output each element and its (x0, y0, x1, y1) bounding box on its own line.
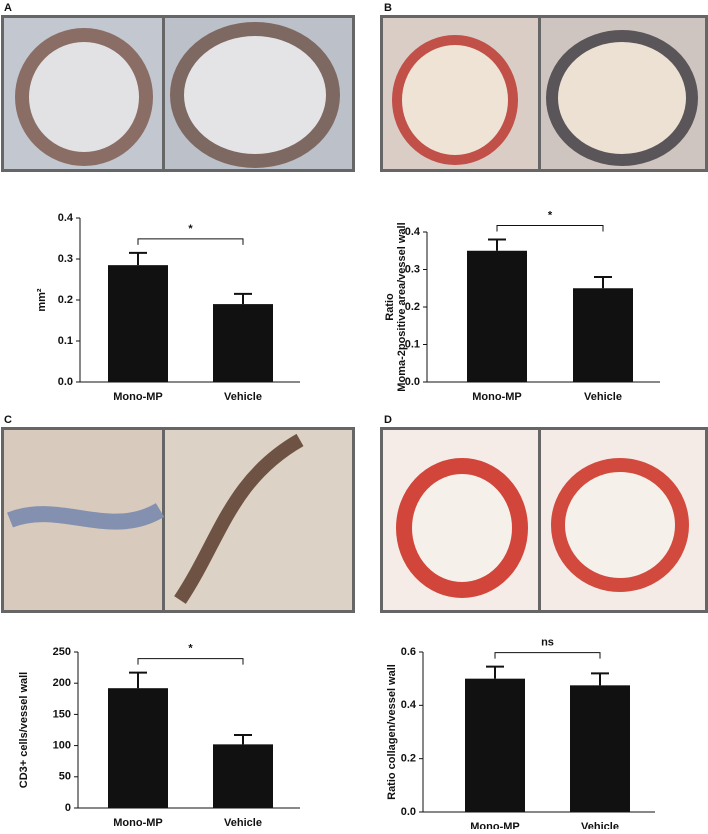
bar (213, 304, 273, 382)
y-tick-label: 0.0 (405, 376, 420, 388)
x-tick-label: Mono-MP (113, 817, 162, 829)
y-tick-label: 100 (53, 740, 71, 752)
panel-label: B (384, 2, 392, 14)
error-bar (486, 665, 504, 679)
y-tick-label: 0.0 (58, 376, 73, 388)
y-tick-label: 200 (53, 677, 71, 689)
y-tick-label: 0.3 (405, 263, 420, 275)
bar (465, 678, 525, 812)
error-bar (129, 671, 147, 689)
x-tick-label: Mono-MP (470, 821, 519, 829)
y-tick-label: 0.2 (401, 753, 416, 765)
y-tick-label: 0.4 (58, 212, 74, 224)
significance-bracket (137, 238, 244, 245)
vessel (546, 30, 698, 166)
vessel (170, 22, 340, 168)
annotation: * (548, 209, 553, 221)
significance-bracket (137, 658, 244, 665)
y-axis-label: Moma-2positive area/vessel wall (396, 222, 408, 391)
panel-label: A (4, 2, 12, 14)
y-axis-label: Ratio (384, 293, 396, 321)
y-tick-label: 0.4 (401, 699, 417, 711)
significance-bracket (496, 225, 604, 232)
y-axis-label: CD3+ cells/vessel wall (18, 672, 30, 789)
bar (467, 250, 527, 382)
y-tick-label: 150 (53, 708, 71, 720)
error-bar (129, 251, 147, 266)
y-tick-label: 0.3 (58, 253, 73, 265)
bar (573, 288, 633, 382)
vessel (15, 28, 153, 166)
error-bar (234, 733, 252, 745)
x-tick-label: Vehicle (581, 821, 619, 829)
bar (213, 744, 273, 808)
y-tick-label: 0.0 (401, 806, 416, 818)
bar (108, 688, 168, 808)
y-tick-label: 0.2 (58, 294, 73, 306)
y-tick-label: 0.1 (405, 338, 420, 350)
vessel (396, 458, 528, 598)
y-axis-label: mm² (36, 288, 48, 312)
vessel (392, 35, 518, 165)
x-tick-label: Mono-MP (113, 391, 162, 403)
y-tick-label: 0.1 (58, 335, 73, 347)
x-tick-label: Vehicle (584, 391, 622, 403)
error-bar (591, 672, 609, 686)
bar (570, 685, 630, 812)
tissue (174, 433, 304, 604)
x-tick-label: Mono-MP (472, 391, 521, 403)
y-tick-label: 0 (65, 802, 71, 814)
bar (108, 265, 168, 382)
error-bar (488, 238, 506, 251)
y-axis-label: Ratio collagen/vessel wall (386, 664, 398, 800)
x-tick-label: Vehicle (224, 391, 262, 403)
x-tick-label: Vehicle (224, 817, 262, 829)
y-tick-label: 50 (59, 771, 71, 783)
error-bar (594, 276, 612, 289)
panel-label: D (384, 414, 392, 426)
error-bar (234, 292, 252, 305)
annotation: ns (541, 637, 554, 649)
panel-label: C (4, 414, 12, 426)
significance-bracket (494, 652, 601, 659)
histology-images (1, 15, 708, 613)
y-tick-label: 0.4 (405, 226, 421, 238)
tissue (7, 502, 165, 530)
vessel (551, 458, 689, 592)
y-tick-label: 0.2 (405, 301, 420, 313)
annotation: * (188, 223, 193, 235)
y-tick-label: 250 (53, 646, 71, 658)
y-tick-label: 0.6 (401, 646, 416, 658)
annotation: * (188, 642, 193, 654)
